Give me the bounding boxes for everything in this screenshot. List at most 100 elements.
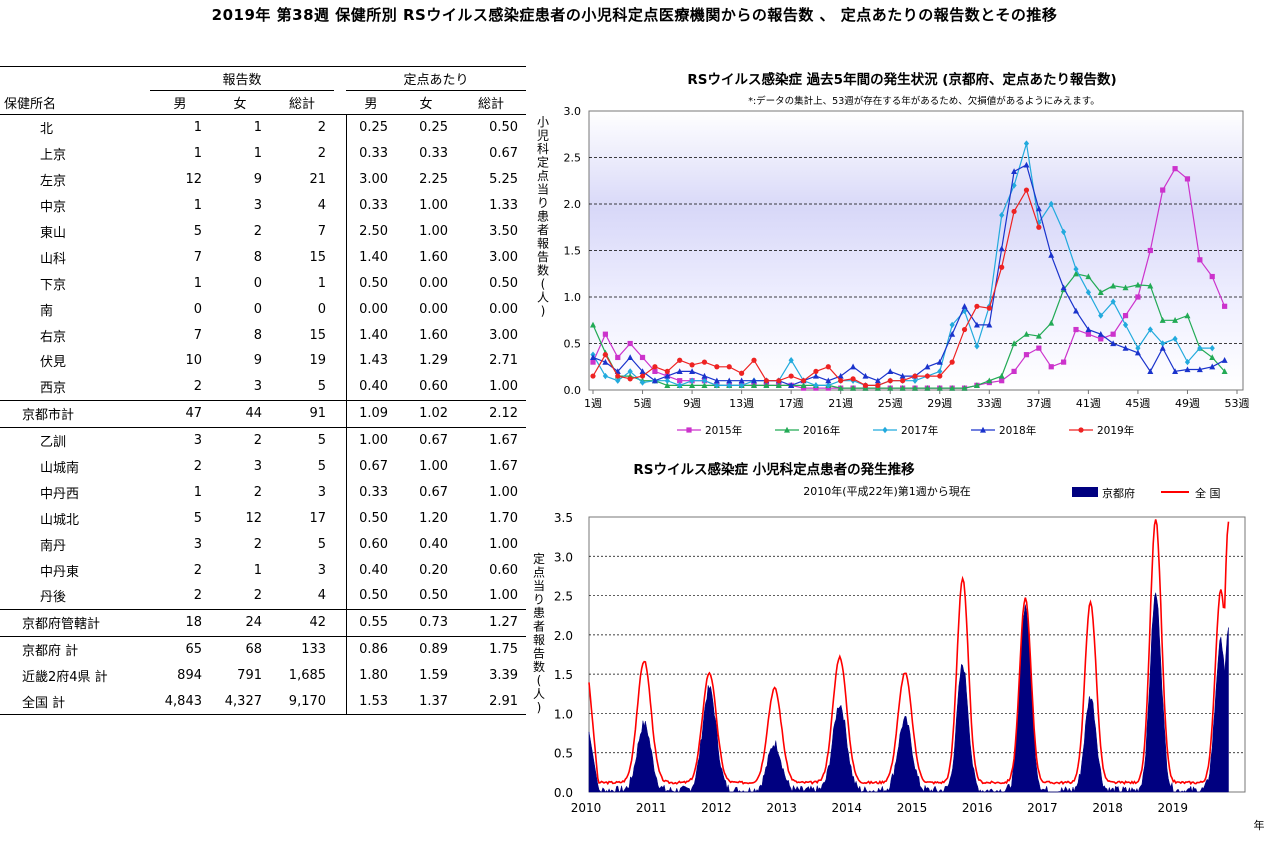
data-point [949, 321, 955, 329]
data-point [1196, 366, 1203, 373]
cell-value: 3.00 [489, 249, 519, 265]
cell-value: 2 [193, 588, 202, 604]
cell-value: 1.40 [345, 322, 397, 349]
data-point [627, 340, 633, 347]
cell-value: 5 [317, 433, 327, 449]
data-point [713, 377, 720, 384]
data-point [1134, 349, 1141, 356]
cell-value: 1.00 [345, 427, 397, 454]
data-point [1122, 321, 1129, 329]
y-tick-label: 0.5 [554, 747, 573, 761]
cell-value: 7 [193, 327, 202, 343]
data-point [590, 354, 596, 361]
data-point [1011, 340, 1018, 347]
table-row: 乙訓 3 2 5 1.00 0.67 1.67 [0, 427, 527, 454]
data-point [1098, 312, 1104, 319]
data-point [887, 384, 894, 391]
data-point [751, 357, 757, 363]
cell-value: 1.09 [345, 400, 397, 428]
data-point [775, 382, 782, 388]
col-gap [334, 244, 346, 270]
cell-value: 1.53 [345, 688, 397, 715]
cell-value: 1.70 [489, 510, 519, 526]
cell-value: 0.33 [345, 140, 397, 167]
row-name: 中丹西 [40, 486, 80, 502]
col-header-male-per: 男 [364, 97, 378, 112]
x-tick-label: 21週 [828, 397, 853, 410]
data-point [937, 368, 943, 375]
cell-value: 0.50 [489, 275, 519, 291]
data-point [899, 372, 906, 379]
data-point [882, 426, 888, 434]
data-point [961, 326, 968, 333]
data-point [1135, 294, 1141, 300]
data-point [639, 373, 646, 379]
cell-value: 68 [245, 642, 262, 658]
row-name: 京都市計 [22, 408, 75, 424]
cell-value: 3.50 [489, 224, 519, 239]
cell-value: 1.40 [345, 244, 397, 271]
col-gap [334, 505, 346, 531]
data-point [949, 384, 956, 391]
cell-value: 1.00 [489, 379, 519, 395]
data-point [937, 373, 943, 379]
x-tick-label: 1週 [584, 397, 602, 410]
series-2019年 [590, 187, 1042, 388]
x-axis-label: 年 [1254, 818, 1265, 832]
cell-value: 0.60 [345, 531, 397, 558]
x-tick-label: 9週 [683, 397, 701, 410]
data-point [1159, 344, 1166, 351]
data-point [850, 363, 857, 370]
data-point [1122, 284, 1129, 291]
data-point [751, 382, 757, 388]
y-tick-label: 0.0 [554, 786, 573, 800]
col-gap [334, 374, 346, 400]
cell-value: 1.20 [419, 510, 449, 526]
data-point [776, 378, 782, 384]
table-row: 南丹 3 2 5 0.60 0.40 1.00 [0, 531, 526, 558]
x-tick-label: 5週 [634, 397, 652, 410]
series-line [592, 273, 1226, 389]
data-point [974, 303, 980, 309]
legend-item: 2016年 [775, 424, 840, 437]
cell-value: 10 [185, 353, 202, 369]
x-tick-label: 29週 [927, 397, 952, 410]
data-point [652, 364, 658, 370]
col-gap [334, 348, 346, 374]
cell-value: 1.00 [419, 459, 449, 475]
x-tick-label: 2017 [1027, 801, 1058, 815]
y-axis-label: 小児科定点当り患者報告数(人) [537, 115, 549, 318]
cell-value: 1 [193, 484, 202, 500]
legend-item: 2015年 [677, 424, 742, 437]
legend-swatch [1072, 487, 1098, 497]
cell-value: 1.67 [489, 459, 519, 475]
cell-value: 2 [193, 379, 202, 395]
cell-value: 0 [253, 275, 262, 291]
cell-value: 0.40 [345, 557, 397, 584]
data-point [1122, 313, 1129, 319]
cell-value: 0.67 [419, 484, 449, 500]
data-point [701, 359, 708, 365]
row-name: 丹後 [40, 590, 67, 606]
cell-value: 1.59 [419, 668, 449, 684]
data-point [1048, 200, 1054, 208]
data-point [615, 354, 621, 361]
cell-value: 3.00 [345, 166, 397, 193]
cell-value: 2 [253, 588, 262, 604]
data-point [639, 379, 646, 386]
cell-value: 1.67 [489, 433, 519, 449]
col-gap [334, 219, 346, 245]
data-point [924, 384, 931, 391]
table-row: 全国 計 4,843 4,327 9,170 1.53 1.37 2.91 [0, 688, 527, 715]
cell-value: 21 [309, 172, 327, 188]
data-point [1097, 331, 1104, 337]
x-tick-label: 17週 [779, 397, 804, 410]
data-point [837, 372, 844, 379]
table-row: 北 1 1 2 0.25 0.25 0.50 [0, 114, 526, 141]
data-point [726, 377, 733, 384]
data-point [1159, 317, 1166, 323]
cell-value: 0.33 [345, 479, 397, 506]
data-point [763, 382, 770, 388]
cell-value: 17 [309, 510, 327, 526]
data-point [1221, 357, 1228, 363]
